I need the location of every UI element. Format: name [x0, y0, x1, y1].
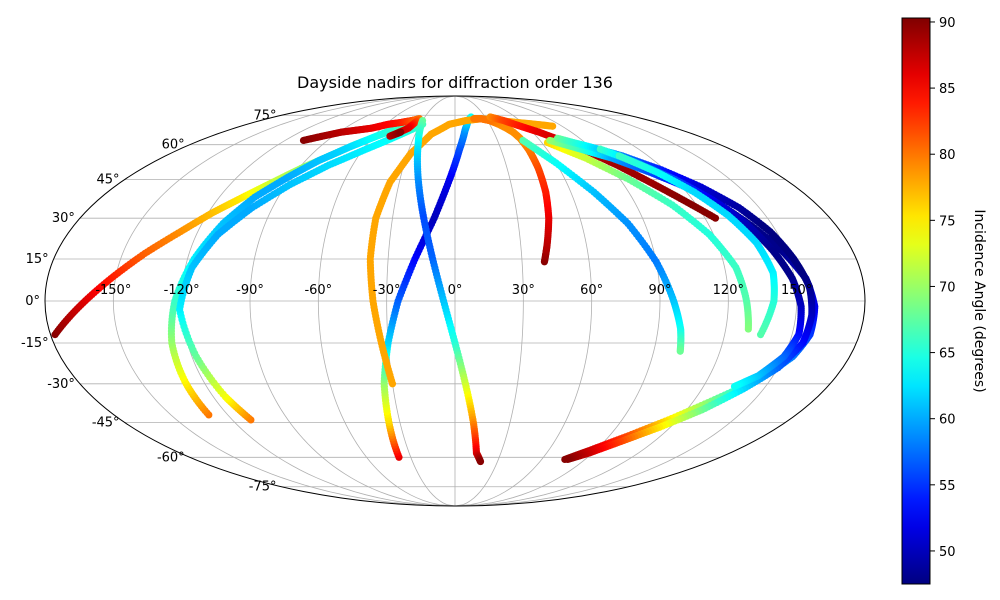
- colorbar-tick-label: 65: [939, 347, 956, 362]
- colorbar-tick-label: 50: [939, 545, 956, 560]
- data-point: [549, 122, 557, 130]
- tick-labels: -150° -120° -90° -60° -30° 0° 30° 60° 90° 120° 150…: [21, 108, 812, 494]
- colorbar-label: Incidence Angle (degrees): [971, 209, 987, 392]
- latitude-tick-label: -30°: [47, 377, 75, 392]
- meridian-gridline: [112, 95, 456, 507]
- latitude-tick-label: -75°: [249, 480, 277, 495]
- longitude-tick-label: 0°: [448, 283, 463, 298]
- data-point: [564, 455, 572, 464]
- colorbar-tick-label: 90: [939, 16, 956, 31]
- meridian-gridline: [454, 95, 593, 507]
- latitude-tick-label: 0°: [25, 294, 40, 309]
- data-point: [756, 331, 765, 339]
- colorbar-tick-label: 75: [939, 214, 956, 229]
- colorbar-ticks: 50 55 60 65 70 75 80 85 90: [930, 16, 956, 560]
- data-point: [730, 382, 739, 391]
- colorbar-tick-label: 60: [939, 413, 956, 428]
- longitude-tick-label: -150°: [95, 283, 131, 298]
- latitude-tick-label: -45°: [92, 415, 120, 430]
- data-point: [470, 115, 478, 123]
- colorbar-gradient: [901, 17, 931, 585]
- longitude-tick-label: 120°: [713, 283, 744, 298]
- meridian-gridline: [317, 95, 456, 507]
- meridian-gridline: [454, 95, 524, 507]
- colorbar: 50 55 60 65 70 75 80 85 90 Incidence Angle (degr…: [901, 16, 987, 585]
- longitude-tick-label: 90°: [648, 283, 671, 298]
- latitude-tick-label: -60°: [157, 450, 185, 465]
- latitude-tick-label: 30°: [52, 211, 75, 226]
- longitude-tick-label: 60°: [580, 283, 603, 298]
- colorbar-tick-label: 70: [939, 280, 956, 295]
- longitude-tick-label: -60°: [304, 283, 332, 298]
- data-point: [711, 214, 720, 222]
- chart-title: Dayside nadirs for diffraction order 136: [297, 73, 613, 92]
- globe-outline: [44, 95, 866, 507]
- colorbar-tick-label: 85: [939, 82, 956, 97]
- longitude-tick-label: 30°: [512, 283, 535, 298]
- longitude-tick-label: -90°: [236, 283, 264, 298]
- colorbar-tick-label: 80: [939, 148, 956, 163]
- scatter-points: [51, 113, 819, 466]
- latitude-tick-label: 15°: [26, 252, 49, 267]
- data-point: [397, 128, 405, 136]
- meridian-gridline: [386, 95, 456, 507]
- data-point: [676, 347, 684, 355]
- latitude-tick-label: 45°: [97, 173, 120, 188]
- data-point: [476, 457, 485, 466]
- data-point: [744, 325, 752, 333]
- longitude-tick-label: -120°: [164, 283, 200, 298]
- meridian-gridline: [249, 95, 456, 507]
- latitude-tick-label: -15°: [21, 336, 49, 351]
- latitude-tick-label: 60°: [162, 138, 185, 153]
- colorbar-tick-label: 55: [939, 479, 956, 494]
- meridian-gridline: [454, 95, 729, 507]
- latitude-tick-label: 75°: [253, 108, 276, 123]
- longitude-tick-label: 150°: [781, 283, 812, 298]
- longitude-tick-label: -30°: [373, 283, 401, 298]
